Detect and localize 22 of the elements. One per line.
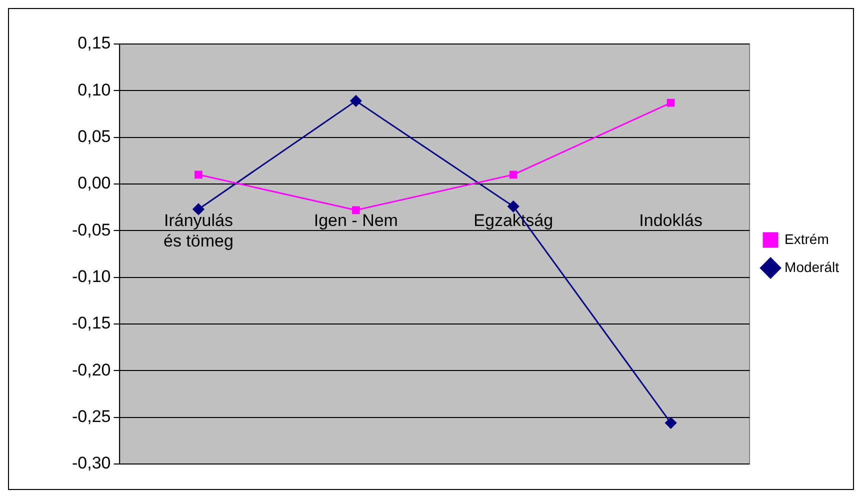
y-tick-label: 0,00 — [78, 174, 111, 193]
y-tick-label: -0,30 — [72, 454, 111, 473]
point — [665, 417, 677, 429]
y-tick-label: -0,10 — [72, 267, 111, 286]
y-tick-label: 0,05 — [78, 127, 111, 146]
x-tick-label: Irányulás és tömeg — [164, 210, 234, 250]
y-tick-label: -0,25 — [72, 407, 111, 426]
point — [509, 170, 518, 179]
legend-label: Moderált — [784, 258, 840, 275]
point — [508, 200, 520, 212]
y-tick-label: -0,15 — [72, 314, 111, 333]
y-tick-label: -0,05 — [72, 220, 111, 240]
x-tick-label: Igen - Nem — [314, 210, 398, 230]
point — [352, 206, 360, 214]
x-tick-label: Indoklás — [639, 210, 702, 230]
y-tick-label: -0,20 — [72, 360, 111, 380]
y-tick-label: 0,15 — [78, 34, 111, 53]
point — [350, 95, 362, 107]
point — [666, 98, 675, 107]
legend-label: Extrém — [784, 230, 829, 247]
point — [194, 170, 202, 179]
y-tick-label: 0,10 — [78, 80, 111, 100]
